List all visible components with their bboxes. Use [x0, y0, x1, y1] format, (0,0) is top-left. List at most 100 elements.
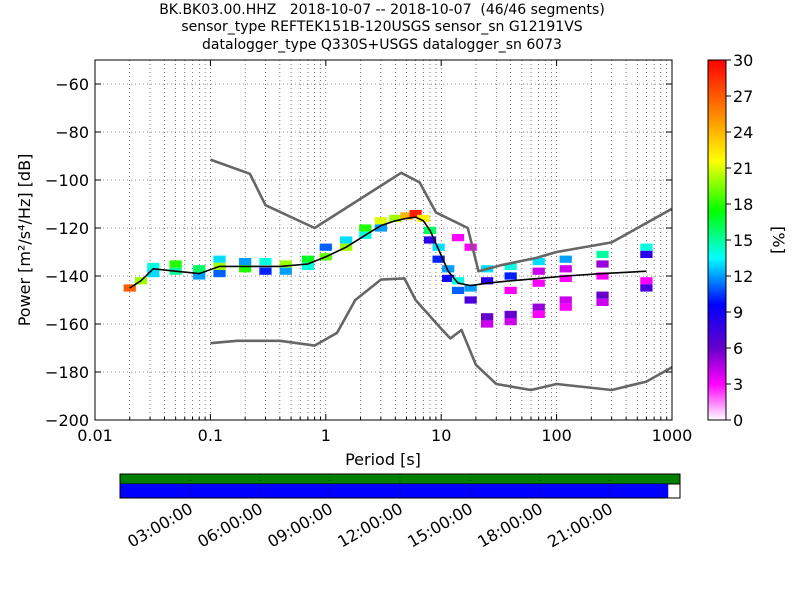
- psd-cell: [417, 214, 430, 222]
- psd-cell: [147, 262, 160, 270]
- psd-cell: [451, 286, 465, 294]
- chart-title-line-1: BK.BK03.00.HHZ 2018-10-07 -- 2018-10-07 …: [159, 2, 605, 18]
- colorbar-tick-label: 18: [733, 195, 753, 214]
- y-axis-title: Power [m²/s⁴/Hz] [dB]: [15, 154, 34, 327]
- plot-background: [95, 60, 672, 420]
- psd-cell: [451, 234, 465, 242]
- psd-cell: [389, 214, 402, 222]
- colorbar-tick-label: 0: [733, 411, 743, 430]
- psd-cell: [532, 303, 545, 311]
- y-tick-label: −80: [55, 123, 89, 142]
- psd-cell: [504, 262, 517, 270]
- psd-cell: [279, 260, 292, 268]
- colorbar-tick-label: 9: [733, 303, 743, 322]
- median-line: [129, 216, 647, 289]
- y-axis-ticks: −200 −180 −160 −140 −120 −100 −80 −60: [45, 75, 672, 430]
- colorbar-gradient: [707, 59, 727, 421]
- psd-cell: [596, 272, 609, 280]
- colorbar-tick-label: 24: [733, 123, 753, 142]
- psd-cell: [213, 255, 226, 263]
- psd-cell: [480, 277, 494, 285]
- psd-cell: [559, 274, 572, 282]
- timeline-label: 12:00:00: [334, 499, 406, 551]
- psd-cell: [640, 277, 653, 285]
- psd-cell: [409, 210, 422, 218]
- psd-cell: [464, 296, 477, 304]
- psd-cell: [169, 260, 182, 268]
- psd-cell: [339, 236, 353, 244]
- colorbar: 0 3 6 9 12 15 18 21 24 27 30 [%]: [707, 51, 788, 430]
- y-tick-label: −140: [45, 267, 89, 286]
- x-tick-label: 1: [321, 426, 331, 445]
- psd-cell: [239, 258, 252, 266]
- psd-coverage-bar: [120, 484, 669, 498]
- chart-title-line-2: sensor_type REFTEK151B-120USGS sensor_sn…: [181, 19, 583, 35]
- timeline-label: 09:00:00: [264, 499, 336, 551]
- psd-cell: [442, 274, 455, 282]
- new-low-noise-model-line: [210, 277, 673, 392]
- y-tick-label: −200: [45, 411, 89, 430]
- median-curve: [129, 216, 647, 289]
- plot-area: 0.01 0.1 1 10 100 1000 −200 −180 −160 −140 −120 −1…: [15, 59, 692, 469]
- psd-cell: [504, 310, 517, 318]
- psd-cell: [432, 243, 445, 251]
- psd-cell: [596, 298, 609, 306]
- psd-cell: [504, 272, 517, 280]
- psd-cell: [532, 258, 545, 266]
- new-high-noise-model-line: [209, 158, 673, 273]
- psd-cell: [279, 267, 292, 275]
- y-tick-label: −100: [45, 171, 89, 190]
- colorbar-label: [%]: [769, 226, 788, 254]
- data-coverage-timeline: 03:00:0006:00:0009:00:0012:00:0015:00:00…: [119, 473, 681, 551]
- colorbar-tick-label: 30: [733, 51, 753, 70]
- psd-cell: [596, 291, 609, 299]
- chart-title-line-3: datalogger_type Q330S+USGS datalogger_sn…: [202, 37, 562, 53]
- y-tick-label: −180: [45, 363, 89, 382]
- noise-models: [209, 158, 673, 392]
- psd-cell: [596, 260, 609, 268]
- colorbar-tick-label: 12: [733, 267, 753, 286]
- x-tick-label: 0.01: [77, 426, 113, 445]
- colorbar-tick-label: 6: [733, 339, 743, 358]
- psd-cell: [464, 284, 477, 292]
- plot-frame: [94, 59, 673, 421]
- psd-cell: [559, 296, 572, 304]
- psd-cell: [193, 265, 206, 273]
- psd-cell: [559, 255, 572, 263]
- timeline-label: 18:00:00: [474, 499, 546, 551]
- y-tick-label: −60: [55, 75, 89, 94]
- psd-cell: [532, 279, 545, 287]
- psd-cell: [301, 255, 315, 263]
- psd-cell: [259, 258, 272, 266]
- psd-cell: [464, 243, 477, 251]
- psd-cell: [239, 265, 252, 273]
- colorbar-ticks: 0 3 6 9 12 15 18 21 24 27 30: [726, 51, 753, 430]
- psd-cell: [213, 270, 226, 278]
- colorbar-tick-label: 21: [733, 159, 753, 178]
- psd-cell: [259, 267, 272, 275]
- psd-cell: [596, 250, 609, 258]
- psd-cell: [423, 236, 437, 244]
- x-tick-label: 10: [431, 426, 451, 445]
- psd-cell: [480, 313, 494, 321]
- psd-cell: [374, 217, 387, 225]
- y-tick-label: −120: [45, 219, 89, 238]
- psd-cell: [504, 286, 517, 294]
- x-axis-ticks: 0.01 0.1 1 10 100 1000: [77, 60, 692, 445]
- timeline-label: 21:00:00: [544, 499, 616, 551]
- psd-cell: [532, 310, 545, 318]
- psd-cell: [640, 284, 653, 292]
- psd-cell: [319, 243, 332, 251]
- timeline-label: 03:00:00: [124, 499, 196, 551]
- psd-cell: [147, 270, 160, 278]
- psd-cell: [193, 272, 206, 280]
- psd-cell: [532, 267, 545, 275]
- psd-cell: [559, 265, 572, 273]
- psd-cell: [400, 212, 413, 220]
- psd-cell: [480, 320, 494, 328]
- psd-cell: [442, 265, 455, 273]
- x-tick-label: 1000: [652, 426, 693, 445]
- psd-cell: [374, 224, 387, 232]
- timeline-label: 15:00:00: [404, 499, 476, 551]
